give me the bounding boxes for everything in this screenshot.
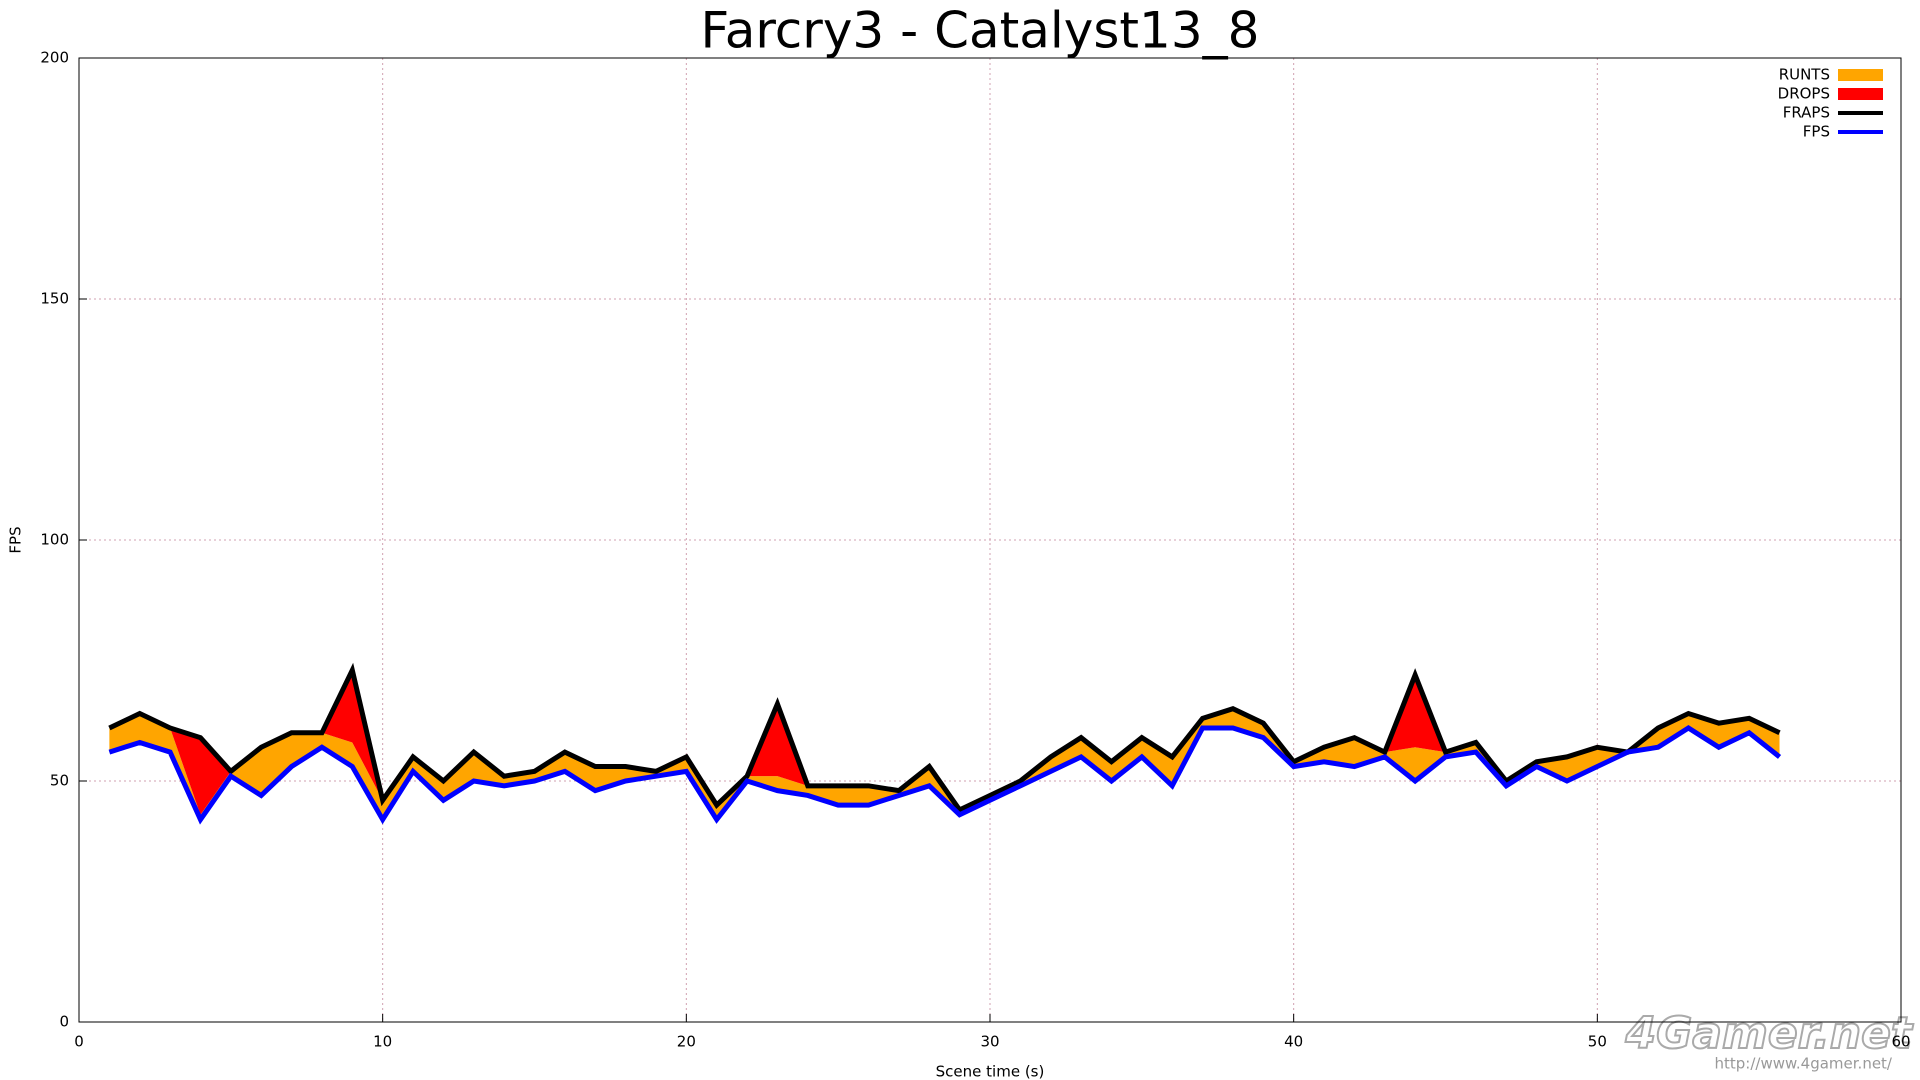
x-tick-label: 10 — [373, 1033, 392, 1051]
y-tick-label: 150 — [40, 290, 69, 308]
y-tick-label: 100 — [40, 531, 69, 549]
legend-label: FRAPS — [1783, 104, 1830, 122]
legend-swatch — [1838, 69, 1883, 81]
legend-label: RUNTS — [1779, 66, 1830, 84]
watermark: 4Gamer.net — [1625, 1008, 1914, 1059]
x-axis-label: Scene time (s) — [936, 1063, 1045, 1080]
chart-title: Farcry3 - Catalyst13_8 — [701, 2, 1260, 60]
y-tick-label: 50 — [50, 772, 69, 790]
y-axis-label: FPS — [7, 526, 25, 553]
x-tick-label: 30 — [980, 1033, 999, 1051]
x-tick-label: 40 — [1284, 1033, 1303, 1051]
legend-label: DROPS — [1778, 85, 1830, 103]
legend-swatch — [1838, 88, 1883, 100]
x-tick-label: 50 — [1588, 1033, 1607, 1051]
watermark-url: http://www.4gamer.net/ — [1715, 1055, 1893, 1073]
x-tick-label: 20 — [677, 1033, 696, 1051]
y-tick-label: 200 — [40, 49, 69, 67]
line — [108, 662, 1781, 814]
legend-label: FPS — [1803, 123, 1830, 141]
y-tick-label: 0 — [59, 1013, 69, 1031]
line — [108, 725, 1782, 825]
plot-frame — [78, 57, 1902, 1023]
x-tick-label: 0 — [74, 1033, 84, 1051]
x-tick-label: 60 — [1891, 1033, 1910, 1051]
